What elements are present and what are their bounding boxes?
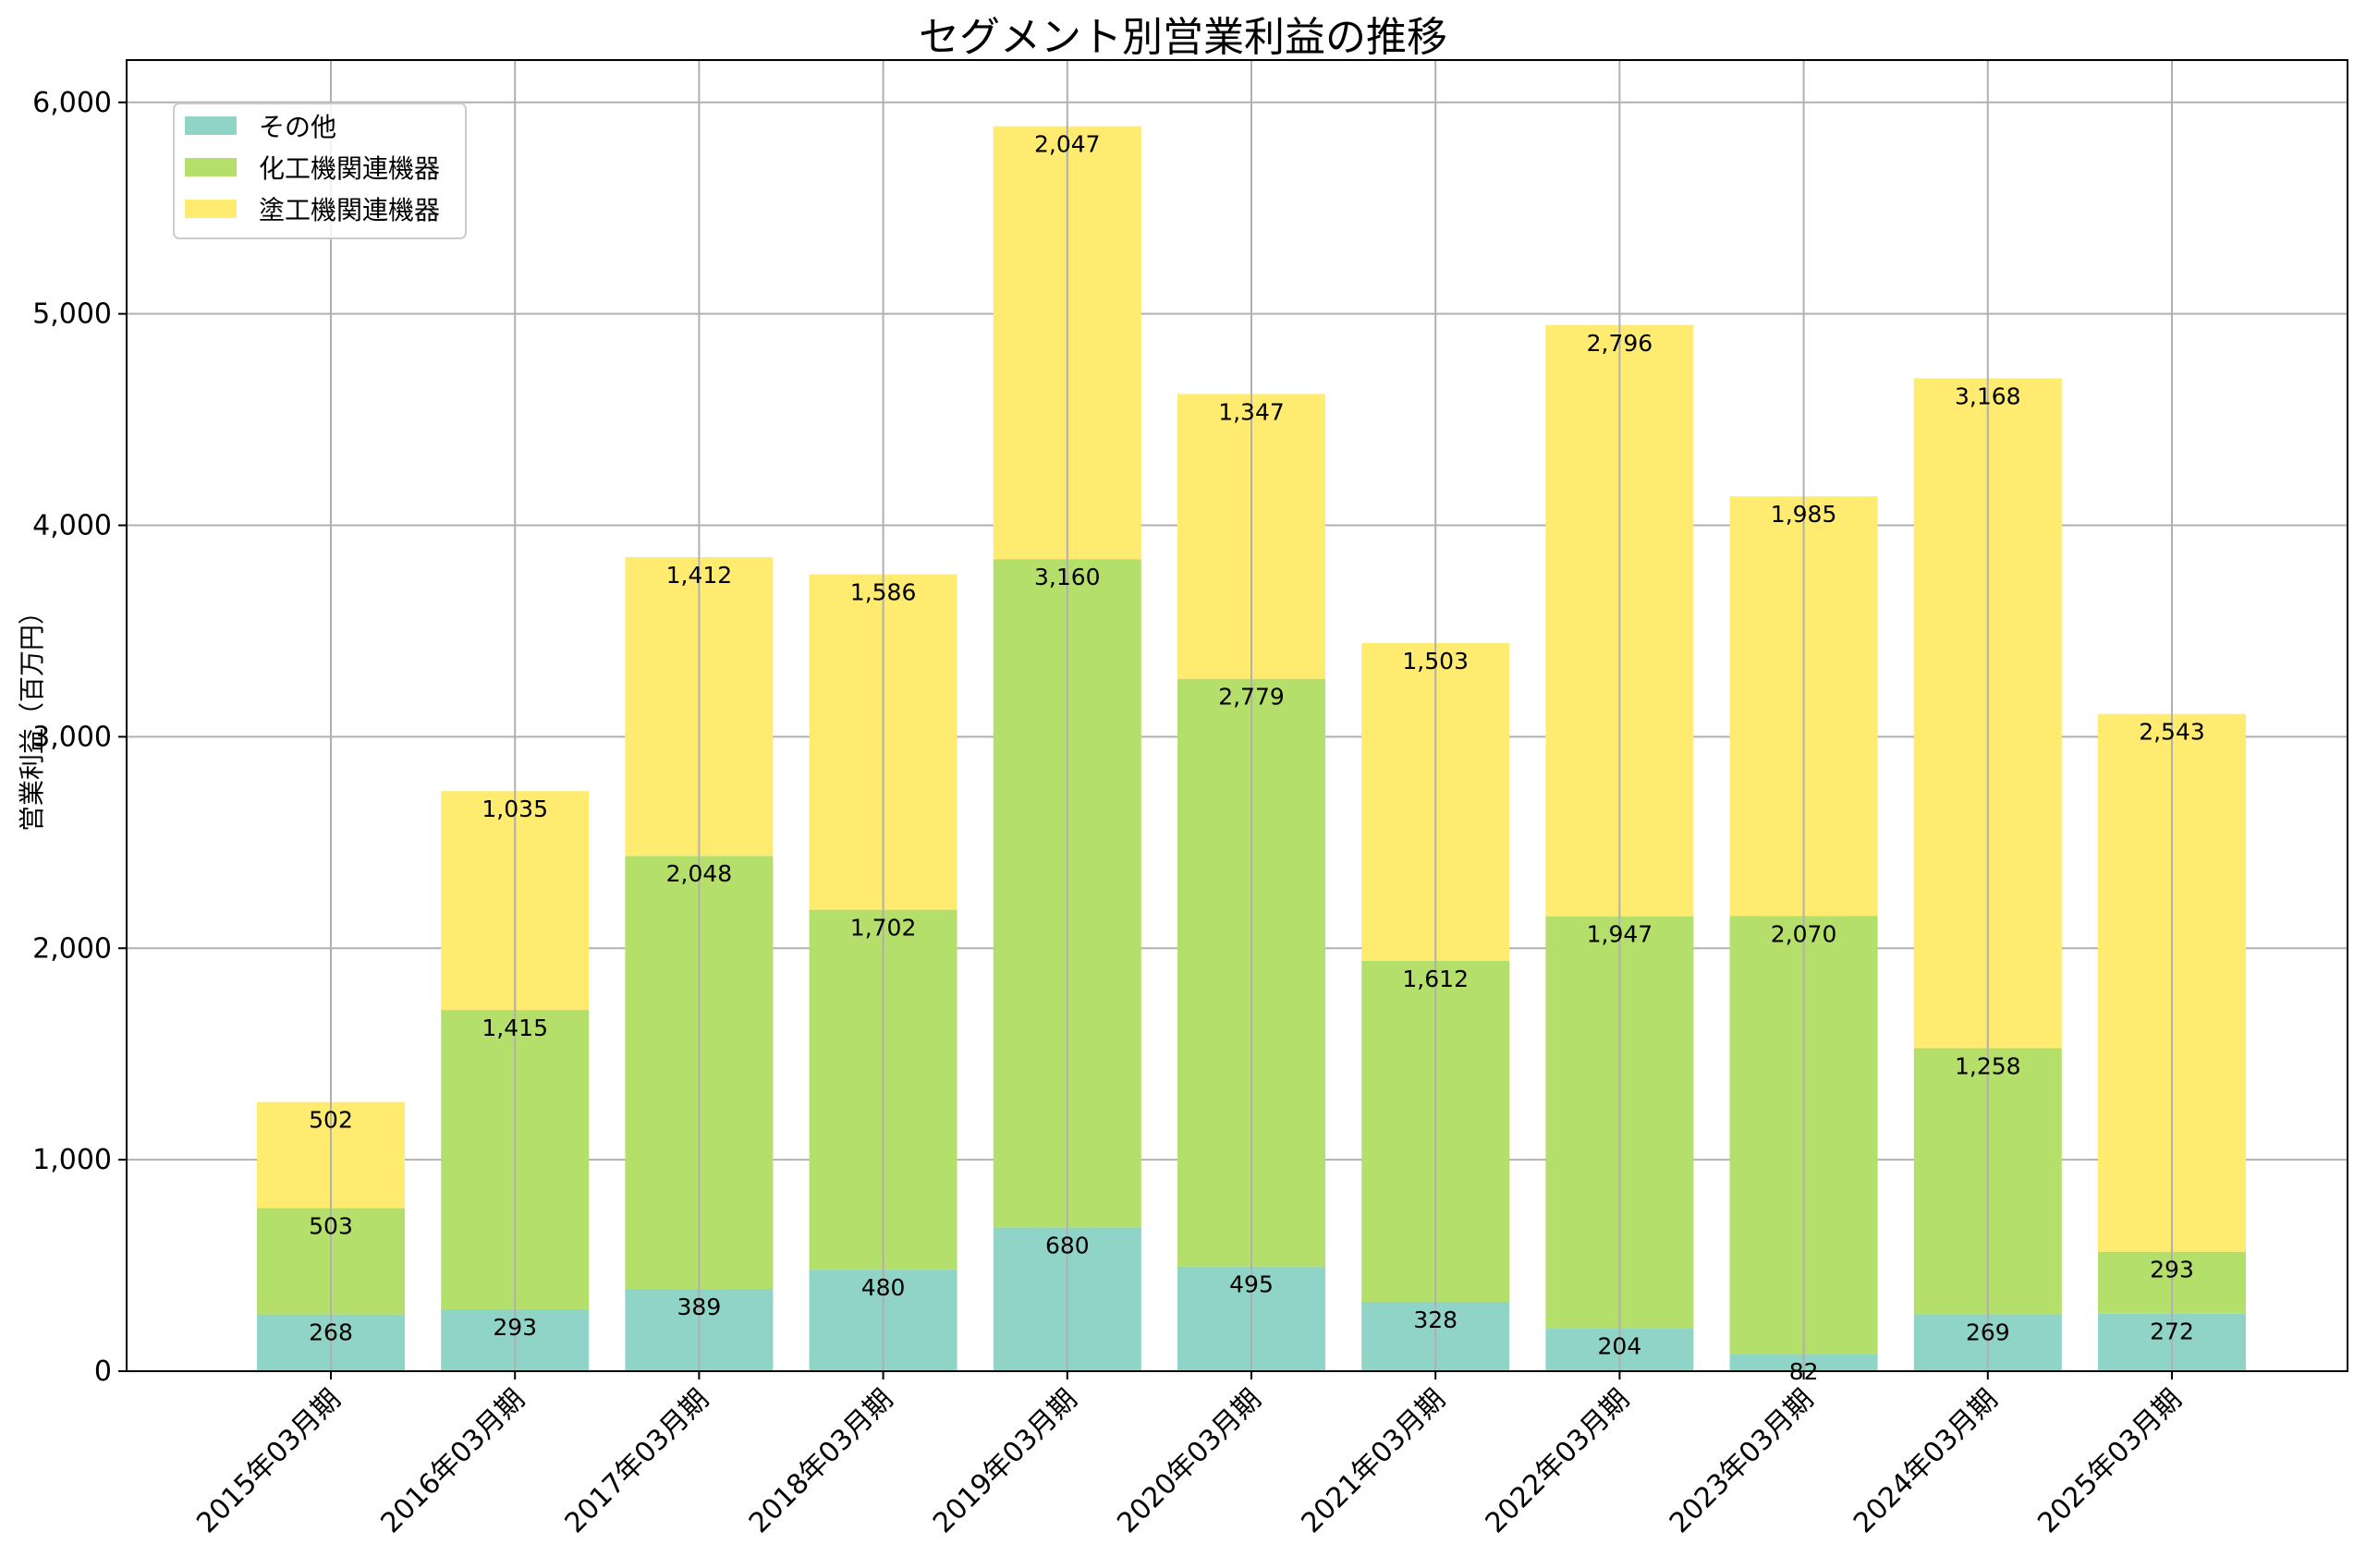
data-label: 1,702: [850, 915, 917, 942]
data-labels: 268 503 502 293 1,415 1,035 389 2,048 1,412 480 1,…: [309, 131, 2205, 1386]
y-axis: 0 1,000 2,000 3,000 4,000 5,000 6,000: [32, 87, 127, 1388]
data-label: 268: [309, 1319, 353, 1346]
data-label: 1,586: [850, 579, 917, 606]
x-tick-label: 2016年03月期: [374, 1383, 531, 1539]
data-label: 2,796: [1587, 330, 1653, 357]
data-label: 480: [861, 1274, 906, 1301]
chart-title: セグメント別営業利益の推移: [919, 14, 1447, 61]
data-label: 272: [2150, 1319, 2194, 1345]
x-axis: 2015年03月期 2016年03月期 2017年03月期 2018年03月期 2019…: [190, 1371, 2189, 1539]
x-tick-label: 2022年03月期: [1480, 1383, 1636, 1539]
data-label: 1,412: [666, 562, 733, 589]
data-label: 1,947: [1587, 921, 1653, 948]
data-label: 1,347: [1218, 398, 1285, 425]
y-tick-label: 0: [94, 1355, 112, 1388]
x-tick-label: 2015年03月期: [190, 1383, 347, 1539]
data-label: 3,168: [1955, 383, 2021, 409]
x-tick-label: 2025年03月期: [2031, 1383, 2188, 1539]
x-tick-label: 2024年03月期: [1848, 1383, 2004, 1539]
x-tick-label: 2021年03月期: [1295, 1383, 1451, 1539]
data-label: 1,415: [482, 1015, 548, 1041]
data-label: 1,035: [482, 796, 548, 822]
legend-label: 塗工機関連機器: [259, 195, 440, 225]
data-label: 2,070: [1771, 920, 1837, 947]
data-label: 2,048: [666, 860, 733, 887]
data-label: 503: [309, 1213, 353, 1240]
data-label: 2,047: [1034, 131, 1101, 158]
data-label: 1,612: [1402, 966, 1469, 992]
data-label: 293: [493, 1314, 537, 1341]
vertical-gridlines: [330, 60, 2173, 1371]
plot-frame: [126, 59, 2348, 1372]
data-label: 1,503: [1402, 648, 1469, 675]
data-label: 502: [309, 1107, 353, 1134]
legend-swatch: [185, 158, 237, 176]
data-label: 328: [1413, 1307, 1457, 1333]
legend-label: その他: [259, 112, 336, 142]
data-label: 2,543: [2139, 719, 2205, 746]
legend-box: [173, 103, 467, 239]
data-label: 389: [677, 1294, 722, 1320]
data-label: 269: [1966, 1319, 2010, 1345]
x-tick-label: 2018年03月期: [743, 1383, 899, 1539]
x-tick-label: 2019年03月期: [927, 1383, 1083, 1539]
y-tick-label: 5,000: [32, 298, 112, 331]
y-tick-label: 3,000: [32, 721, 112, 753]
legend-swatch: [185, 200, 237, 218]
y-axis-label: 営業利益（百万円）: [17, 599, 47, 832]
data-label: 3,160: [1034, 564, 1101, 590]
data-label: 1,258: [1955, 1053, 2021, 1080]
data-label: 204: [1598, 1332, 1642, 1359]
legend-swatch: [185, 116, 237, 135]
y-tick-label: 4,000: [32, 510, 112, 542]
data-label: 495: [1229, 1271, 1274, 1298]
x-tick-label: 2023年03月期: [1664, 1383, 1820, 1539]
y-tick-label: 2,000: [32, 932, 112, 965]
data-label: 680: [1045, 1232, 1090, 1258]
data-label: 293: [2150, 1257, 2194, 1283]
x-tick-label: 2017年03月期: [559, 1383, 715, 1539]
data-label: 2,779: [1218, 684, 1285, 711]
y-tick-label: 1,000: [32, 1144, 112, 1176]
data-label: 1,985: [1771, 501, 1837, 528]
y-tick-label: 6,000: [32, 87, 112, 119]
x-tick-label: 2020年03月期: [1111, 1383, 1267, 1539]
legend-label: 化工機関連機器: [259, 153, 440, 184]
